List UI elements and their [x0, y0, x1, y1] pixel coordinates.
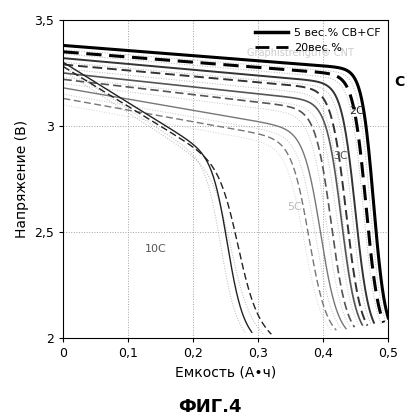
Text: 5C: 5C [288, 202, 302, 212]
X-axis label: Емкость (А•ч): Емкость (А•ч) [175, 366, 276, 380]
Text: 10C: 10C [144, 244, 166, 254]
Text: 3C: 3C [333, 151, 348, 161]
Text: Graphistrength® CNT: Graphistrength® CNT [247, 48, 354, 58]
Text: ФИГ.4: ФИГ.4 [178, 398, 242, 416]
Y-axis label: Напряжение (В): Напряжение (В) [15, 120, 29, 238]
Legend: 5 вес.% CB+CF, 20вес.%: 5 вес.% CB+CF, 20вес.% [250, 24, 385, 58]
Text: 2C: 2C [349, 106, 364, 116]
Text: C: C [395, 74, 405, 89]
